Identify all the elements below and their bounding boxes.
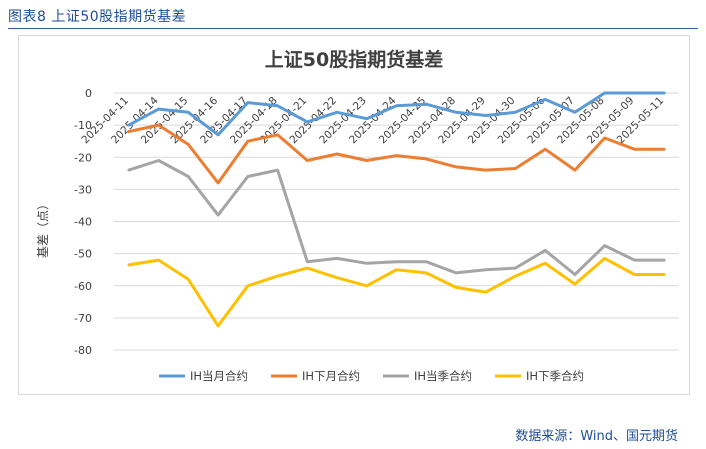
gridlines: [114, 92, 679, 351]
series-line-3: [127, 159, 666, 276]
series-line-4: [127, 256, 666, 328]
series-lines: [127, 91, 666, 328]
x-axis-ticks: 2025-04-112025-04-142025-04-152025-04-16…: [79, 94, 666, 146]
chart-frame: 上证50股指期货基差 0 -10 -20 -30 -40 -50 -60 -70 -80 202…: [18, 35, 690, 395]
legend-label-4: IH下季合约: [526, 369, 584, 383]
y-tick-label: -30: [74, 183, 92, 196]
legend-label-3: IH当季合约: [414, 369, 472, 383]
y-tick-label: -70: [74, 312, 92, 325]
caption-divider: [8, 28, 698, 29]
y-tick-label: -80: [74, 344, 92, 357]
legend-label-2: IH下月合约: [302, 369, 360, 383]
y-axis-ticks: 0 -10 -20 -30 -40 -50 -60 -70 -80: [74, 87, 92, 357]
line-chart: 上证50股指期货基差 0 -10 -20 -30 -40 -50 -60 -70 -80 202…: [36, 48, 679, 383]
chart-title: 上证50股指期货基差: [265, 48, 443, 71]
data-source-note: 数据来源：Wind、国元期货: [515, 429, 678, 444]
series-line-2: [127, 123, 666, 185]
series-line-1: [127, 91, 666, 137]
y-tick-label: -10: [74, 119, 92, 132]
y-tick-label: 0: [85, 87, 92, 100]
y-tick-label: -40: [74, 216, 92, 229]
y-tick-label: -50: [74, 248, 92, 261]
figure-caption: 图表8 上证50股指期货基差: [8, 9, 187, 25]
legend: IH当月合约 IH下月合约 IH当季合约 IH下季合约: [159, 369, 584, 383]
y-tick-label: -60: [74, 280, 92, 293]
y-axis-label: 基差（点）: [36, 198, 50, 258]
y-tick-label: -20: [74, 151, 92, 164]
legend-label-1: IH当月合约: [190, 369, 248, 383]
